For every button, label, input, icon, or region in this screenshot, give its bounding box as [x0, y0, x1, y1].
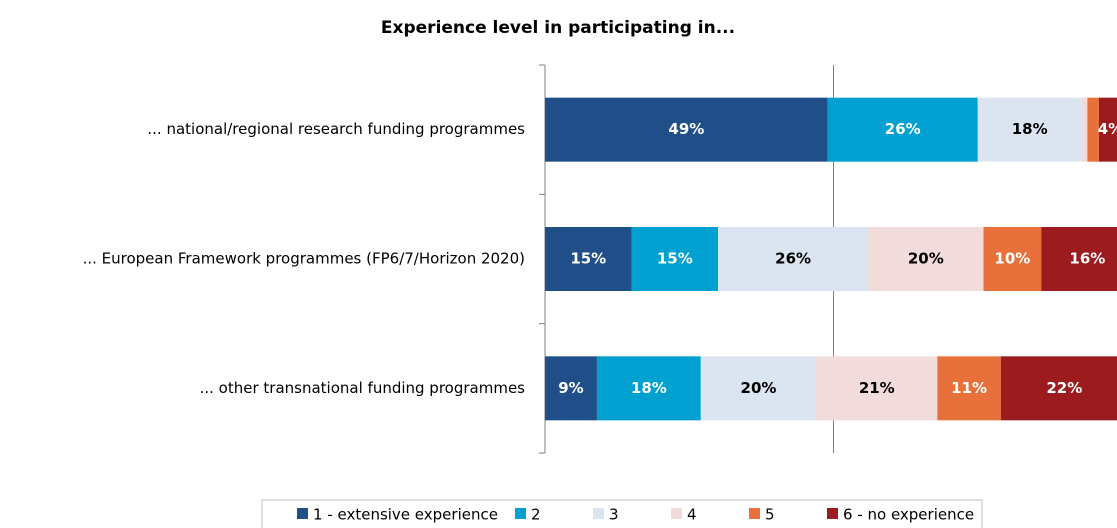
bar-segment: [545, 227, 632, 291]
data-label: 10%: [994, 250, 1030, 268]
data-label: 20%: [741, 379, 777, 397]
bar-segment: [718, 227, 869, 291]
bar-segment: [1081, 97, 1088, 162]
bar-segment: [1087, 97, 1099, 162]
legend-label: 6 - no experience: [843, 506, 974, 524]
data-label: 18%: [1012, 120, 1048, 138]
data-label: 18%: [631, 379, 667, 397]
legend-label: 3: [609, 506, 619, 524]
bar-segment: [868, 227, 984, 291]
bar-segment: [983, 227, 1042, 291]
bar-segment: [937, 356, 1001, 421]
bar-segment: [596, 356, 701, 421]
bar-segment: [977, 97, 1082, 162]
data-label: 15%: [657, 250, 693, 268]
y-tick-label: ... other transnational funding programm…: [200, 379, 526, 397]
chart-title: Experience level in participating in...: [381, 18, 735, 38]
data-label: 26%: [885, 120, 921, 138]
data-label: 11%: [951, 379, 987, 397]
legend-box: [261, 499, 983, 528]
data-label: 26%: [775, 250, 811, 268]
y-tick-label: ... national/regional research funding p…: [147, 120, 525, 138]
data-label: 21%: [859, 379, 895, 397]
legend-swatch: [827, 508, 838, 519]
legend-swatch: [515, 508, 526, 519]
legend-label: 5: [765, 506, 775, 524]
data-label: 9%: [558, 379, 583, 397]
legend-label: 2: [531, 506, 541, 524]
bar-segment: [1098, 97, 1117, 162]
bar-segment: [545, 356, 597, 421]
legend-swatch: [749, 508, 760, 519]
legend-label: 1 - extensive experience: [313, 506, 498, 524]
legend-swatch: [593, 508, 604, 519]
data-label: 20%: [908, 250, 944, 268]
bar-segment: [1041, 227, 1117, 291]
bar-segment: [545, 97, 828, 162]
bar-segment: [816, 356, 938, 421]
bar-segment: [700, 356, 817, 421]
bar-segment: [631, 227, 719, 291]
legend-label: 4: [687, 506, 697, 524]
data-label: 4%: [1098, 120, 1117, 138]
bar-segment: [1000, 356, 1117, 421]
data-label: 16%: [1069, 250, 1105, 268]
data-label: 49%: [668, 120, 704, 138]
legend-swatch: [671, 508, 682, 519]
y-tick-label: ... European Framework programmes (FP6/7…: [83, 250, 525, 268]
data-label: 22%: [1046, 379, 1082, 397]
legend-swatch: [297, 508, 308, 519]
data-label: 15%: [570, 250, 606, 268]
bar-segment: [827, 97, 978, 162]
